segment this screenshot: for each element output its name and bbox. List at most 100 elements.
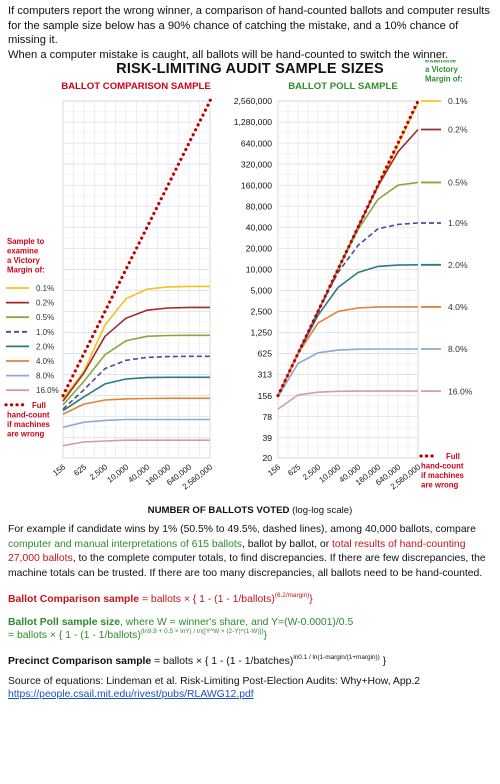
comparison-formula-label: Ballot Comparison sample [8, 594, 140, 605]
legend-full-label: are wrong [7, 429, 44, 438]
y-tick-label: 2,500 [250, 307, 272, 317]
y-tick-label: 1,280,000 [234, 117, 272, 127]
explanation-green-1: computer and manual interpretations of 6… [8, 538, 242, 550]
x-tick-label: 10,000 [105, 462, 130, 484]
y-tick-label: 20 [262, 453, 272, 463]
intro-line-2: for the sample size below has a 90% chan… [8, 19, 459, 47]
explanation-line-2: computer and manual interpretations of 6… [8, 538, 494, 553]
legend-label-m05: 0.5% [36, 313, 54, 322]
x-axis-title: NUMBER OF BALLOTS VOTED (log-log scale) [148, 505, 353, 516]
series-line-m40 [277, 306, 418, 396]
y-tick-label: 320,000 [241, 159, 272, 169]
series-line-m160 [277, 390, 418, 410]
x-tick-label: 10,000 [317, 462, 342, 484]
comparison-formula: Ballot Comparison sample = ballots × { 1… [8, 592, 494, 606]
series-line-m40 [62, 397, 210, 415]
legend-full-label: Full [32, 401, 46, 410]
intro-line-3: When a computer mistake is caught, all b… [8, 48, 449, 61]
x-tick-label: 156 [51, 462, 67, 478]
intro-line-1: If computers report the wrong winner, a … [8, 5, 490, 17]
poll-formula-line-1: Ballot Poll sample size, where W = winne… [8, 616, 494, 629]
series-line-m80 [62, 418, 210, 429]
legend-label-m80: 8.0% [36, 372, 54, 381]
poll-formula-label: Ballot Poll sample size [8, 617, 121, 628]
series-line-m80 [277, 348, 418, 398]
poll-formula-eq: = ballots × { 1 - (1 - 1/ballots) [8, 630, 141, 641]
precinct-formula: Precinct Comparison sample = ballots × {… [8, 654, 494, 668]
source-link[interactable]: https://people.csail.mit.edu/rivest/pubs… [8, 689, 254, 700]
explanation-text-3: , to the complete computer totals, to fi… [72, 553, 486, 564]
source-block: Source of equations: Lindeman et al. Ris… [8, 675, 494, 701]
explanation-line-3: 27,000 ballots, to the complete computer… [8, 552, 494, 567]
legend-label-m20: 2.0% [448, 260, 468, 270]
series-line-full [61, 96, 213, 398]
y-tick-label: 20,000 [246, 243, 273, 253]
y-tick-label: 5,000 [250, 286, 272, 296]
chart-title: BALLOT POLL SAMPLE [288, 81, 398, 92]
x-axis-title-suffix: (log-log scale) [292, 505, 352, 516]
precinct-formula-exp: ln0.1 / ln(1-margin/(1+margin)) [293, 654, 380, 661]
legend-header-line: Margin of: [7, 266, 45, 275]
y-tick-label: 313 [258, 370, 273, 380]
precinct-formula-eq: = ballots × { 1 - (1 - 1/batches) [151, 656, 294, 667]
y-tick-label: 40,000 [246, 222, 273, 232]
legend-label-m160: 16.0% [448, 386, 473, 396]
legend-label-m01: 0.1% [36, 284, 54, 293]
charts-figure: BALLOT COMPARISON SAMPLE 156 625 2,500 10,00… [4, 60, 473, 516]
legend-label-m80: 8.0% [448, 344, 468, 354]
legend-full-label: hand-count [7, 410, 50, 419]
comparison-formula-close: } [309, 594, 313, 605]
y-tick-label: 640,000 [241, 138, 272, 148]
legend-full-label: are wrong [421, 481, 458, 490]
series-line-m01 [62, 285, 210, 400]
legend-header-line: Sample to [7, 237, 44, 246]
series-line-m10 [62, 355, 210, 410]
chart-title: BALLOT COMPARISON SAMPLE [61, 81, 211, 92]
y-tick-label: 80,000 [246, 201, 273, 211]
y-tick-label: 78 [262, 412, 272, 422]
series-line-m20 [62, 376, 210, 412]
poll-formula: Ballot Poll sample size, where W = winne… [8, 616, 494, 642]
y-tick-label: 39 [262, 433, 272, 443]
explanation-line-4: machine totals can be trusted. If there … [8, 567, 483, 579]
explanation-red-2: 27,000 ballots [8, 553, 73, 564]
intro-text: If computers report the wrong winner, a … [8, 4, 494, 62]
legend-label-m40: 4.0% [448, 302, 468, 312]
series-line-m160 [62, 439, 210, 447]
poll-formula-close: } [263, 630, 267, 641]
legend-label-m10: 1.0% [448, 218, 468, 228]
y-tick-label: 10,000 [246, 265, 273, 275]
series-line-full [276, 96, 421, 398]
y-tick-label: 2,560,000 [234, 96, 272, 106]
precinct-formula-label: Precinct Comparison sample [8, 656, 152, 667]
legend-label-m40: 4.0% [36, 357, 54, 366]
x-tick-label: 625 [72, 462, 88, 478]
precinct-formula-close: } [379, 656, 387, 667]
legend-header-line: Margin of: [425, 75, 463, 84]
source-text: Source of equations: Lindeman et al. Ris… [8, 676, 421, 687]
chart-panel-2: BALLOT POLL SAMPLE 156 625 2,500 10,000 40,00… [234, 60, 473, 491]
y-tick-label: 625 [258, 349, 273, 359]
legend-full-label: if machines [421, 471, 465, 480]
legend-label-m01: 0.1% [448, 96, 468, 106]
legend-header-line: examine [7, 247, 39, 256]
legend-label-m02: 0.2% [448, 125, 468, 135]
legend-label-m160: 16.0% [36, 386, 59, 395]
legend-full-label: if machines [7, 420, 51, 429]
comparison-formula-eq: = ballots × { 1 - (1 - 1/ballots) [139, 594, 275, 605]
series-line-m10 [277, 222, 419, 396]
y-tick-label: 156 [258, 391, 273, 401]
poll-formula-line-2: = ballots × { 1 - (1 - 1/ballots)(ln9.9 … [8, 628, 494, 642]
legend-header-line: a Victory [7, 256, 40, 265]
legend-header-line: examine [425, 60, 457, 65]
legend-label-m20: 2.0% [36, 342, 54, 351]
legend-full-label: hand-count [421, 462, 464, 471]
y-tick-label: 160,000 [241, 180, 272, 190]
legend-full-label: Full [446, 452, 460, 461]
legend-label-m02: 0.2% [36, 299, 54, 308]
x-axis-title-main: NUMBER OF BALLOTS VOTED [148, 505, 292, 516]
x-tick-label: 156 [266, 462, 282, 478]
